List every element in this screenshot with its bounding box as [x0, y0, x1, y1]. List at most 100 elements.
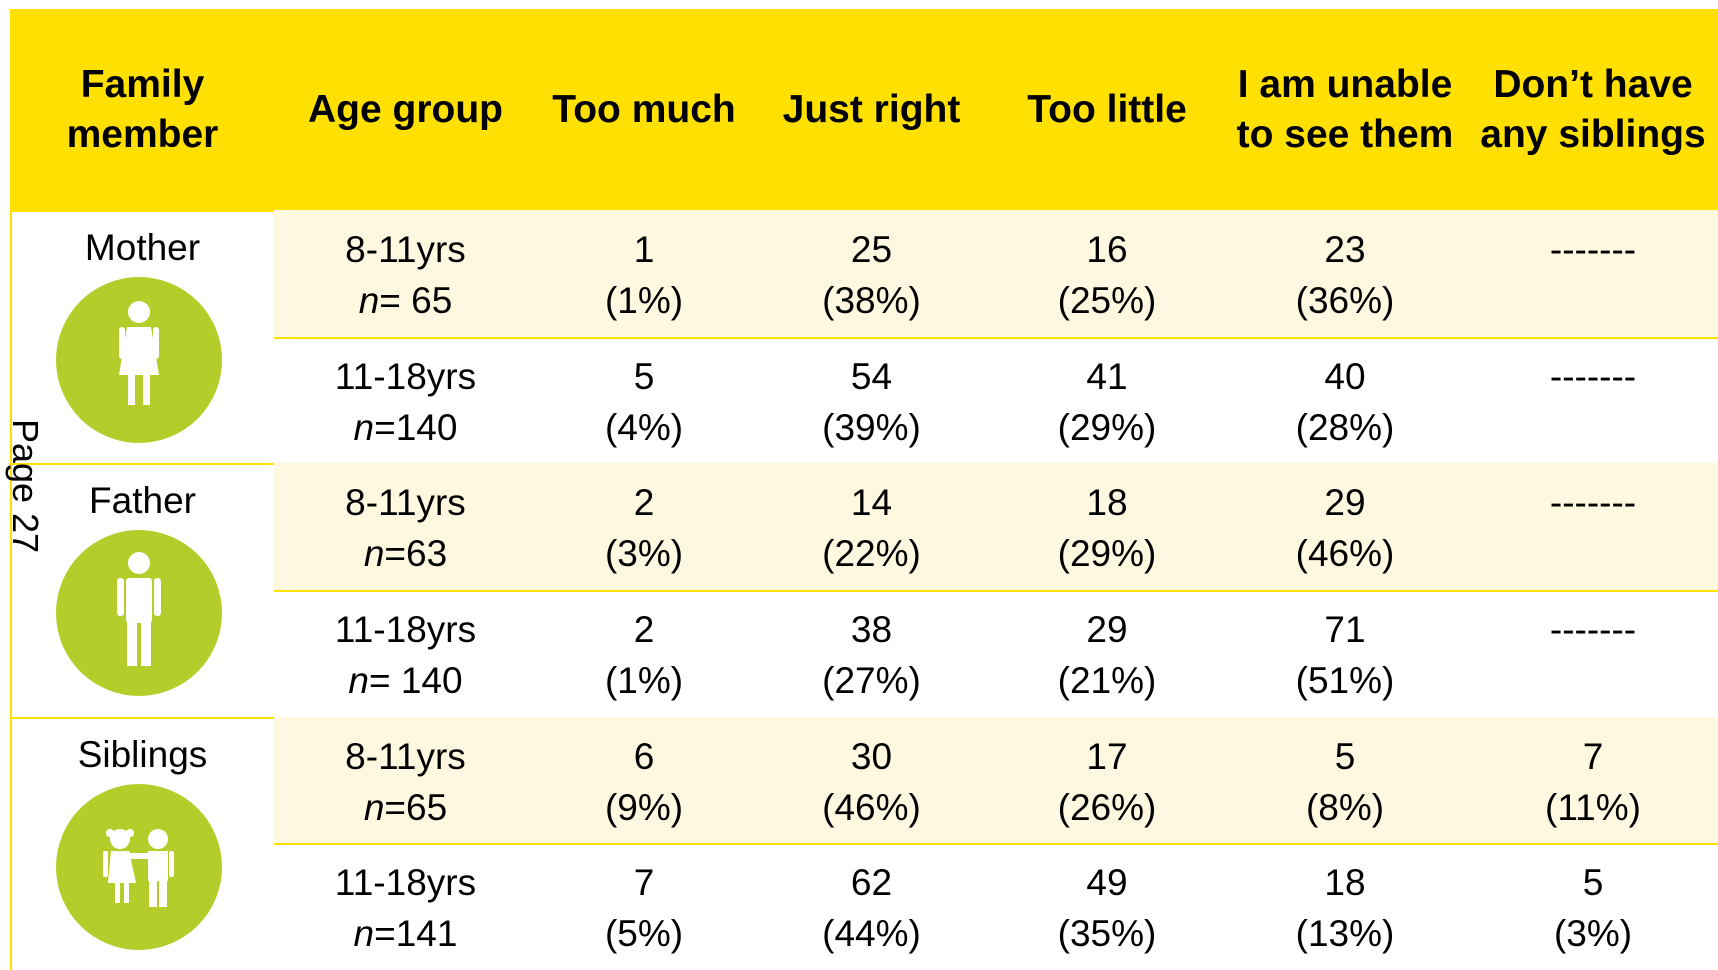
percent: (38%): [822, 280, 921, 321]
family-name: Father: [89, 480, 196, 522]
percent: (46%): [1295, 533, 1395, 575]
age-cell: 11-18yrs n= 140: [274, 590, 537, 706]
family-name: Mother: [84, 227, 201, 268]
value-cell: 2 (1%): [537, 590, 751, 706]
sample-size: n=140: [353, 406, 458, 448]
percent: (35%): [1057, 913, 1157, 955]
percent: (26%): [1057, 786, 1157, 828]
percent: (22%): [822, 533, 921, 575]
row-line: [274, 336, 1718, 339]
count: 5: [633, 355, 655, 397]
header-cell: Age group: [308, 87, 503, 131]
age-label: 8-11yrs: [345, 482, 466, 524]
percent: (28%): [1295, 406, 1395, 448]
value-cell: 6 (9%): [537, 717, 751, 833]
percent: (36%): [1295, 280, 1395, 321]
age-cell: 11-18yrs n=140: [274, 337, 537, 453]
value-cell: -------: [1468, 590, 1718, 655]
header-cell: Just right: [782, 87, 961, 131]
count: 38: [850, 609, 893, 650]
value-cell: 54 (39%): [751, 337, 992, 453]
value-cell: 5 (4%): [537, 337, 751, 453]
value-cell: 7 (5%): [537, 843, 751, 959]
count: 7: [1582, 735, 1604, 777]
value-cell: 5 (8%): [1222, 717, 1468, 833]
header-cell: Don’t have any siblings: [1480, 62, 1706, 156]
age-label: 11-18yrs: [334, 609, 477, 650]
percent: (11%): [1545, 786, 1641, 828]
value-cell: 49 (35%): [992, 843, 1222, 959]
sample-size: n=65: [363, 786, 448, 828]
row-band: [274, 463, 1718, 590]
count: 5: [1582, 862, 1604, 904]
value-cell: 29 (46%): [1222, 463, 1468, 579]
age-label: 11-18yrs: [334, 355, 477, 397]
percent: (51%): [1295, 660, 1395, 701]
value-cell: 71 (51%): [1222, 590, 1468, 706]
value-cell: 14 (22%): [751, 463, 992, 579]
row-line: [274, 590, 1718, 592]
value-cell: 1 (1%): [537, 210, 751, 326]
left-border: [10, 9, 12, 970]
count: 2: [633, 609, 655, 650]
row-band: [274, 210, 1718, 337]
value-cell: 40 (28%): [1222, 337, 1468, 453]
count: -------: [1549, 229, 1637, 270]
count: 29: [1086, 609, 1128, 650]
row-band: [274, 336, 1718, 464]
percent: (3%): [1553, 913, 1633, 955]
count: 30: [850, 735, 893, 777]
header-band: [11, 9, 1718, 210]
count: 14: [850, 482, 893, 524]
age-cell: 8-11yrs n=63: [274, 463, 537, 579]
sample-size: n= 140: [348, 660, 463, 701]
page-label: Page 27: [5, 418, 46, 554]
percent: (25%): [1057, 280, 1157, 321]
count: -------: [1549, 355, 1637, 397]
family-icon: [56, 783, 222, 950]
family-icon: [56, 277, 222, 443]
value-cell: 25 (38%): [751, 210, 992, 326]
percent: (9%): [604, 786, 684, 828]
value-cell: 16 (25%): [992, 210, 1222, 326]
count: 18: [1086, 482, 1128, 524]
count: 40: [1324, 355, 1366, 397]
age-cell: 11-18yrs n=141: [274, 843, 537, 959]
age-label: 8-11yrs: [345, 735, 466, 777]
header-cell: Too little: [1027, 87, 1187, 131]
value-cell: 38 (27%): [751, 590, 992, 706]
row-line: [274, 843, 1718, 846]
percent: (27%): [822, 660, 921, 701]
age-cell: 8-11yrs n= 65: [274, 210, 537, 326]
count: 2: [633, 482, 655, 524]
age-label: 8-11yrs: [345, 229, 466, 270]
count: -------: [1549, 609, 1637, 650]
count: 16: [1086, 229, 1128, 270]
header-cell: I am unable to see them: [1236, 62, 1454, 156]
value-cell: -------: [1468, 463, 1718, 528]
sample-size: n= 65: [358, 280, 453, 321]
count: 71: [1324, 609, 1366, 650]
percent: (44%): [822, 913, 921, 955]
percent: (5%): [604, 913, 684, 955]
age-cell: 8-11yrs n=65: [274, 717, 537, 833]
row-band: [274, 716, 1718, 844]
count: 29: [1324, 482, 1366, 524]
count: 1: [633, 229, 655, 270]
percent: (1%): [604, 660, 684, 701]
percent: (1%): [604, 280, 684, 321]
value-cell: 30 (46%): [751, 717, 992, 833]
count: 23: [1324, 229, 1366, 270]
value-cell: 18 (13%): [1222, 843, 1468, 959]
header-cell: Family member: [66, 62, 219, 156]
value-cell: 41 (29%): [992, 337, 1222, 453]
percent: (29%): [1057, 533, 1157, 575]
header-cell: Too much: [552, 87, 736, 131]
count: 62: [850, 862, 893, 904]
count: 49: [1086, 862, 1128, 904]
value-cell: -------: [1468, 337, 1718, 402]
percent: (8%): [1305, 786, 1385, 828]
value-cell: 18 (29%): [992, 463, 1222, 579]
percent: (3%): [604, 533, 684, 575]
